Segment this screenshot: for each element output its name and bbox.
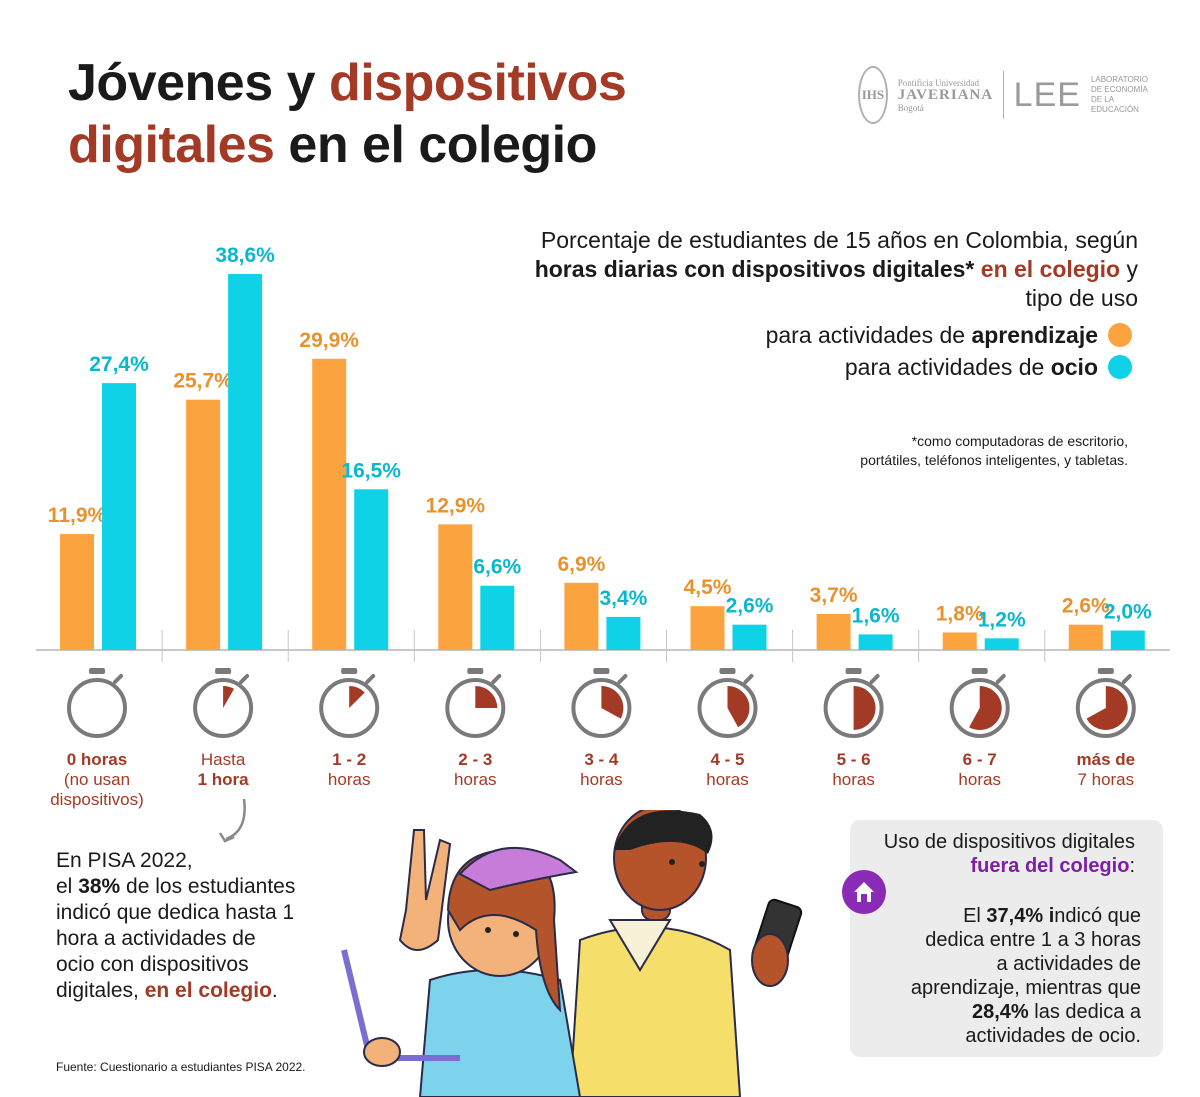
stopwatch-icon (697, 668, 758, 738)
data-label: 25,7% (173, 370, 233, 393)
legend-leisure-swatch (1108, 355, 1132, 379)
legend-learning-swatch (1108, 323, 1132, 347)
data-label: 3,4% (599, 587, 647, 610)
bar-learning (186, 399, 221, 650)
chart-description: Porcentaje de estudiantes de 15 años en … (534, 227, 1138, 311)
category-label: 4 - 5 horas (706, 750, 749, 789)
bar-leisure (858, 634, 893, 650)
category-label: 2 - 3 horas (454, 750, 497, 789)
data-label: 38,6% (215, 244, 275, 267)
bar-learning (60, 534, 94, 650)
title-part-4: en el colegio (274, 116, 597, 174)
stopwatch-icon (823, 668, 884, 738)
data-label: 16,5% (341, 459, 401, 482)
pisa-note: En PISA 2022, el 38% de los estudiantes … (56, 849, 296, 1002)
footnote: *como computadoras de escritorio, portát… (860, 433, 1128, 468)
bar-leisure (228, 274, 263, 650)
category-label: Hasta 1 hora (197, 750, 249, 789)
bar-leisure (480, 585, 515, 650)
bar-leisure (984, 638, 1019, 650)
bar-chart: 11,9% 27,4% 25,7% 38,6% 29,9% 16,5% 12,9% 6,6% 6… (36, 244, 1170, 738)
data-label: 11,9% (48, 504, 107, 527)
university-seal-icon: IHS (858, 66, 888, 124)
bar-leisure (354, 489, 389, 650)
university-name: Pontificia Universidad JAVERIANA Bogotá (897, 77, 994, 113)
bar-learning (564, 582, 599, 650)
data-label: 1,6% (852, 604, 900, 627)
house-icon (842, 870, 886, 914)
lab-name: LABORATORIO DE ECONOMÍA DE LA EDUCACIÓN (1090, 75, 1148, 114)
curved-arrow-icon (218, 798, 246, 843)
stopwatch-icon (319, 668, 380, 738)
category-label: 3 - 4 horas (580, 750, 623, 789)
bar-learning (1068, 624, 1103, 650)
bar-learning (438, 524, 473, 650)
bar-learning (816, 613, 851, 650)
data-label: 2,6% (726, 595, 774, 618)
outside-box-heading: Uso de dispositivos digitales fuera del … (883, 831, 1135, 877)
legend-learning: para actividades de aprendizaje (612, 318, 1132, 352)
page-title: Jóvenes y dispositivos digitales en el c… (68, 52, 768, 176)
source-note: Fuente: Cuestionario a estudiantes PISA … (56, 1060, 306, 1074)
stopwatch-icon (1075, 668, 1136, 738)
title-part-3: digitales (68, 116, 275, 174)
category-label: 5 - 6 horas (832, 750, 875, 789)
stopwatch-icon (445, 668, 506, 738)
data-label: 29,9% (299, 329, 359, 352)
stopwatch-icon (193, 668, 254, 738)
bar-learning (942, 632, 977, 650)
stopwatch-icon (949, 668, 1010, 738)
bar-learning (312, 358, 347, 650)
data-label: 6,9% (557, 553, 605, 576)
category-label: 6 - 7 horas (958, 750, 1001, 789)
category-label: 0 horas (no usan dispositivos) (50, 750, 144, 809)
bar-leisure (732, 624, 767, 650)
lee-logo-text: LEE (1013, 75, 1081, 114)
category-label: más de 7 horas (1076, 750, 1136, 789)
stopwatch-icon (571, 668, 632, 738)
title-part-2: dispositivos (328, 54, 627, 112)
data-label: 2,6% (1062, 595, 1110, 618)
data-label: 2,0% (1104, 601, 1152, 624)
data-label: 1,8% (936, 602, 984, 625)
bar-leisure (606, 616, 641, 650)
data-label: 4,5% (684, 576, 732, 599)
title-part-1: Jóvenes y (68, 54, 329, 112)
legend-leisure: para actividades de ocio (612, 350, 1132, 384)
data-label: 6,6% (473, 556, 521, 579)
javeriana-lee-logo: IHS Pontificia Universidad JAVERIANA Bog… (858, 66, 1148, 124)
category-label: 1 - 2 horas (327, 750, 371, 789)
bar-leisure (1110, 630, 1145, 650)
outside-school-box: Uso de dispositivos digitales fuera del … (842, 820, 1163, 1057)
bar-learning (690, 606, 725, 650)
outside-box-body: El 37,4% indicó que dedica entre 1 a 3 h… (910, 905, 1141, 1047)
stopwatch-icon (67, 668, 127, 738)
legend-leisure-text: para actividades de (844, 353, 1051, 380)
students-illustration (341, 810, 803, 1097)
data-label: 12,9% (426, 494, 486, 517)
legend-learning-text: para actividades de (765, 321, 972, 348)
bar-leisure (102, 383, 136, 650)
data-label: 3,7% (810, 584, 858, 607)
data-label: 27,4% (89, 353, 149, 376)
data-label: 1,2% (978, 608, 1026, 631)
